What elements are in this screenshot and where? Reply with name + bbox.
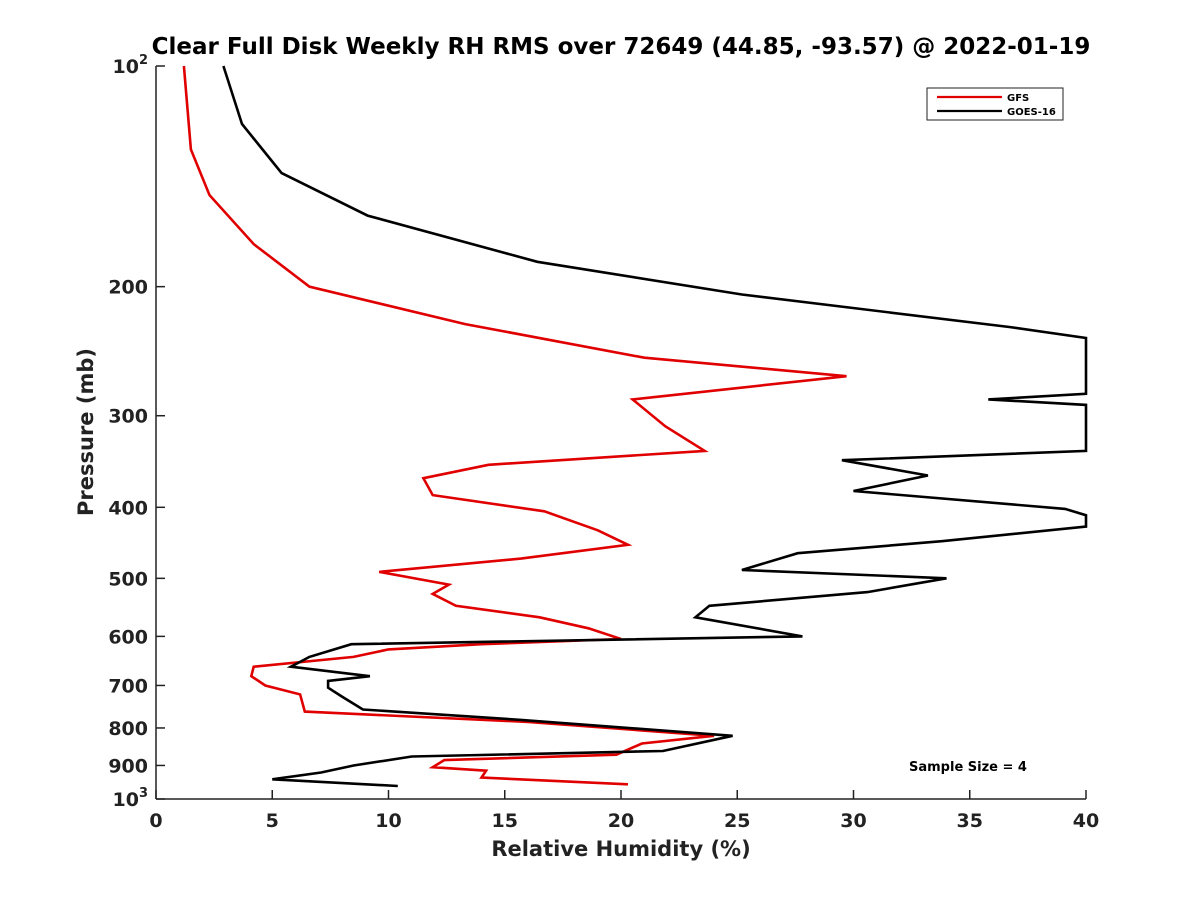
y-tick-label: 103 [113, 786, 149, 811]
y-axis-label: Pressure (mb) [74, 348, 98, 516]
x-tick-label: 0 [149, 810, 162, 832]
legend: GFS GOES-16 [926, 87, 1064, 121]
y-tick-label: 800 [108, 718, 148, 740]
series-line-goes-16 [222, 65, 1088, 788]
y-tick-label: 200 [108, 277, 148, 299]
chart-title: Clear Full Disk Weekly RH RMS over 72649… [152, 34, 1091, 60]
y-tick-label: 300 [108, 406, 148, 428]
y-tick-label: 400 [108, 497, 148, 519]
plot-area [156, 66, 1086, 799]
x-axis-label: Relative Humidity (%) [491, 837, 750, 861]
x-tick-label: 35 [957, 810, 983, 832]
x-tick-label: 30 [840, 810, 866, 832]
sample-size-annotation: Sample Size = 4 [909, 760, 1027, 775]
y-tick-label: 600 [108, 626, 148, 648]
y-tick-label: 700 [108, 675, 148, 697]
x-tick-label: 40 [1073, 810, 1099, 832]
y-axis-ticks: 102 200 300 400 500 600 700 800 900 103 [108, 53, 165, 811]
y-tick-label: 900 [108, 755, 148, 777]
x-tick-label: 15 [492, 810, 518, 832]
legend-label-goes-16: GOES-16 [1007, 107, 1056, 118]
x-tick-label: 10 [375, 810, 401, 832]
legend-label-gfs: GFS [1007, 93, 1029, 104]
x-tick-label: 5 [266, 810, 279, 832]
series-layer [182, 65, 1088, 788]
x-tick-label: 25 [724, 810, 750, 832]
x-axis-ticks: 0 5 10 15 20 25 30 35 40 [149, 790, 1099, 832]
y-tick-label: 102 [113, 53, 149, 78]
x-tick-label: 20 [608, 810, 634, 832]
legend-box [926, 87, 1064, 121]
series-line-gfs [182, 65, 847, 786]
y-tick-label: 500 [108, 568, 148, 590]
